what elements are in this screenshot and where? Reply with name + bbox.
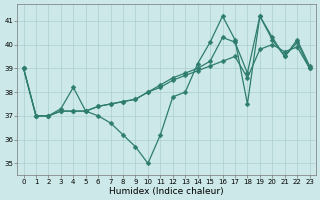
X-axis label: Humidex (Indice chaleur): Humidex (Indice chaleur): [109, 187, 224, 196]
